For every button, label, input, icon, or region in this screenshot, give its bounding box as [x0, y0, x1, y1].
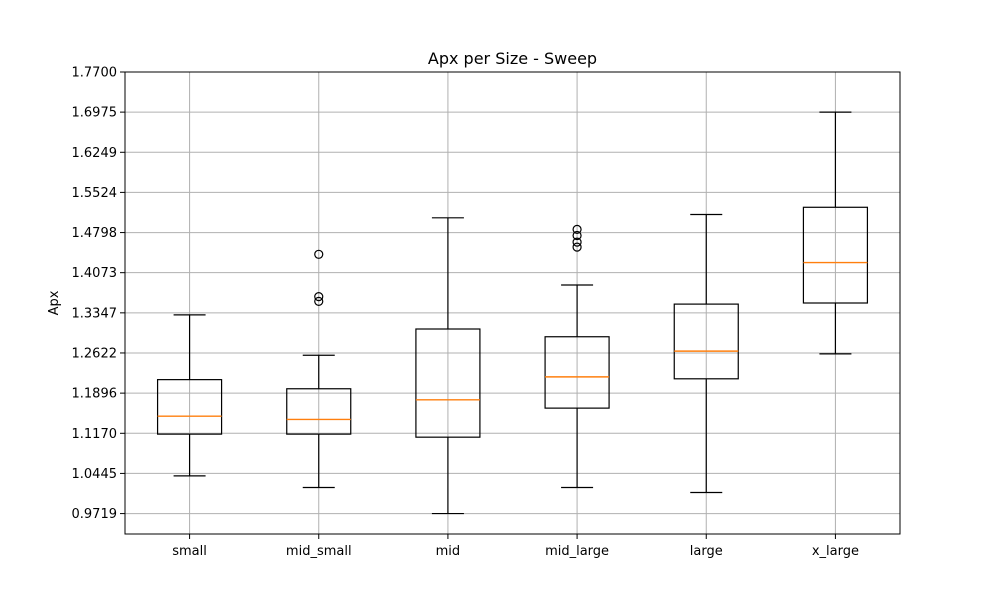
y-tick-label: 1.3347 [72, 306, 118, 321]
iqr-box [673, 303, 739, 380]
y-tick-label: 1.4798 [72, 226, 118, 241]
iqr-box [286, 388, 352, 435]
x-tick-label: small [172, 544, 207, 559]
box-layer [156, 111, 869, 515]
box-group-x_large [802, 111, 869, 355]
y-tick-label: 1.5524 [72, 186, 118, 201]
outlier-point [572, 230, 582, 241]
y-tick-label: 0.9719 [72, 507, 118, 522]
box-group-mid_large [544, 224, 610, 489]
outlier-point [572, 224, 582, 235]
y-axis-ticks: 0.9719 1.0445 1.1170 1.1896 1.2622 1.3347 1.40… [72, 66, 125, 522]
x-tick-label: x_large [812, 544, 859, 559]
y-tick-label: 1.6249 [72, 146, 118, 161]
box-group-large [673, 213, 739, 494]
box-group-mid_small [286, 249, 352, 489]
outlier-point [314, 249, 324, 259]
y-tick-label: 1.4073 [72, 266, 118, 281]
outlier-point [572, 242, 582, 252]
outlier-point [314, 292, 324, 302]
iqr-box [156, 379, 223, 435]
y-tick-label: 1.2622 [72, 346, 118, 361]
y-tick-label: 1.0445 [72, 467, 118, 482]
box-group-small [156, 314, 223, 477]
y-tick-label: 1.1896 [72, 387, 118, 402]
x-tick-label: mid_large [545, 544, 609, 559]
plot-area-frame [124, 71, 901, 535]
x-tick-label: mid_small [286, 544, 352, 559]
y-tick-label: 1.1170 [72, 427, 118, 442]
y-tick-label: 1.7700 [72, 66, 118, 81]
iqr-box [415, 328, 481, 438]
iqr-box [802, 206, 869, 304]
outlier-point [314, 296, 324, 306]
x-tick-label: mid [436, 544, 461, 559]
x-axis-ticks: small mid_small mid mid_large large x_large [172, 534, 859, 559]
x-tick-label: large [690, 544, 723, 559]
y-tick-label: 1.6975 [72, 106, 118, 121]
outlier-point [572, 237, 582, 247]
chart-title: Apx per Size - Sweep [428, 49, 597, 68]
box-group-mid [415, 217, 481, 515]
y-axis-label: Apx [47, 290, 62, 315]
iqr-box [544, 336, 610, 409]
